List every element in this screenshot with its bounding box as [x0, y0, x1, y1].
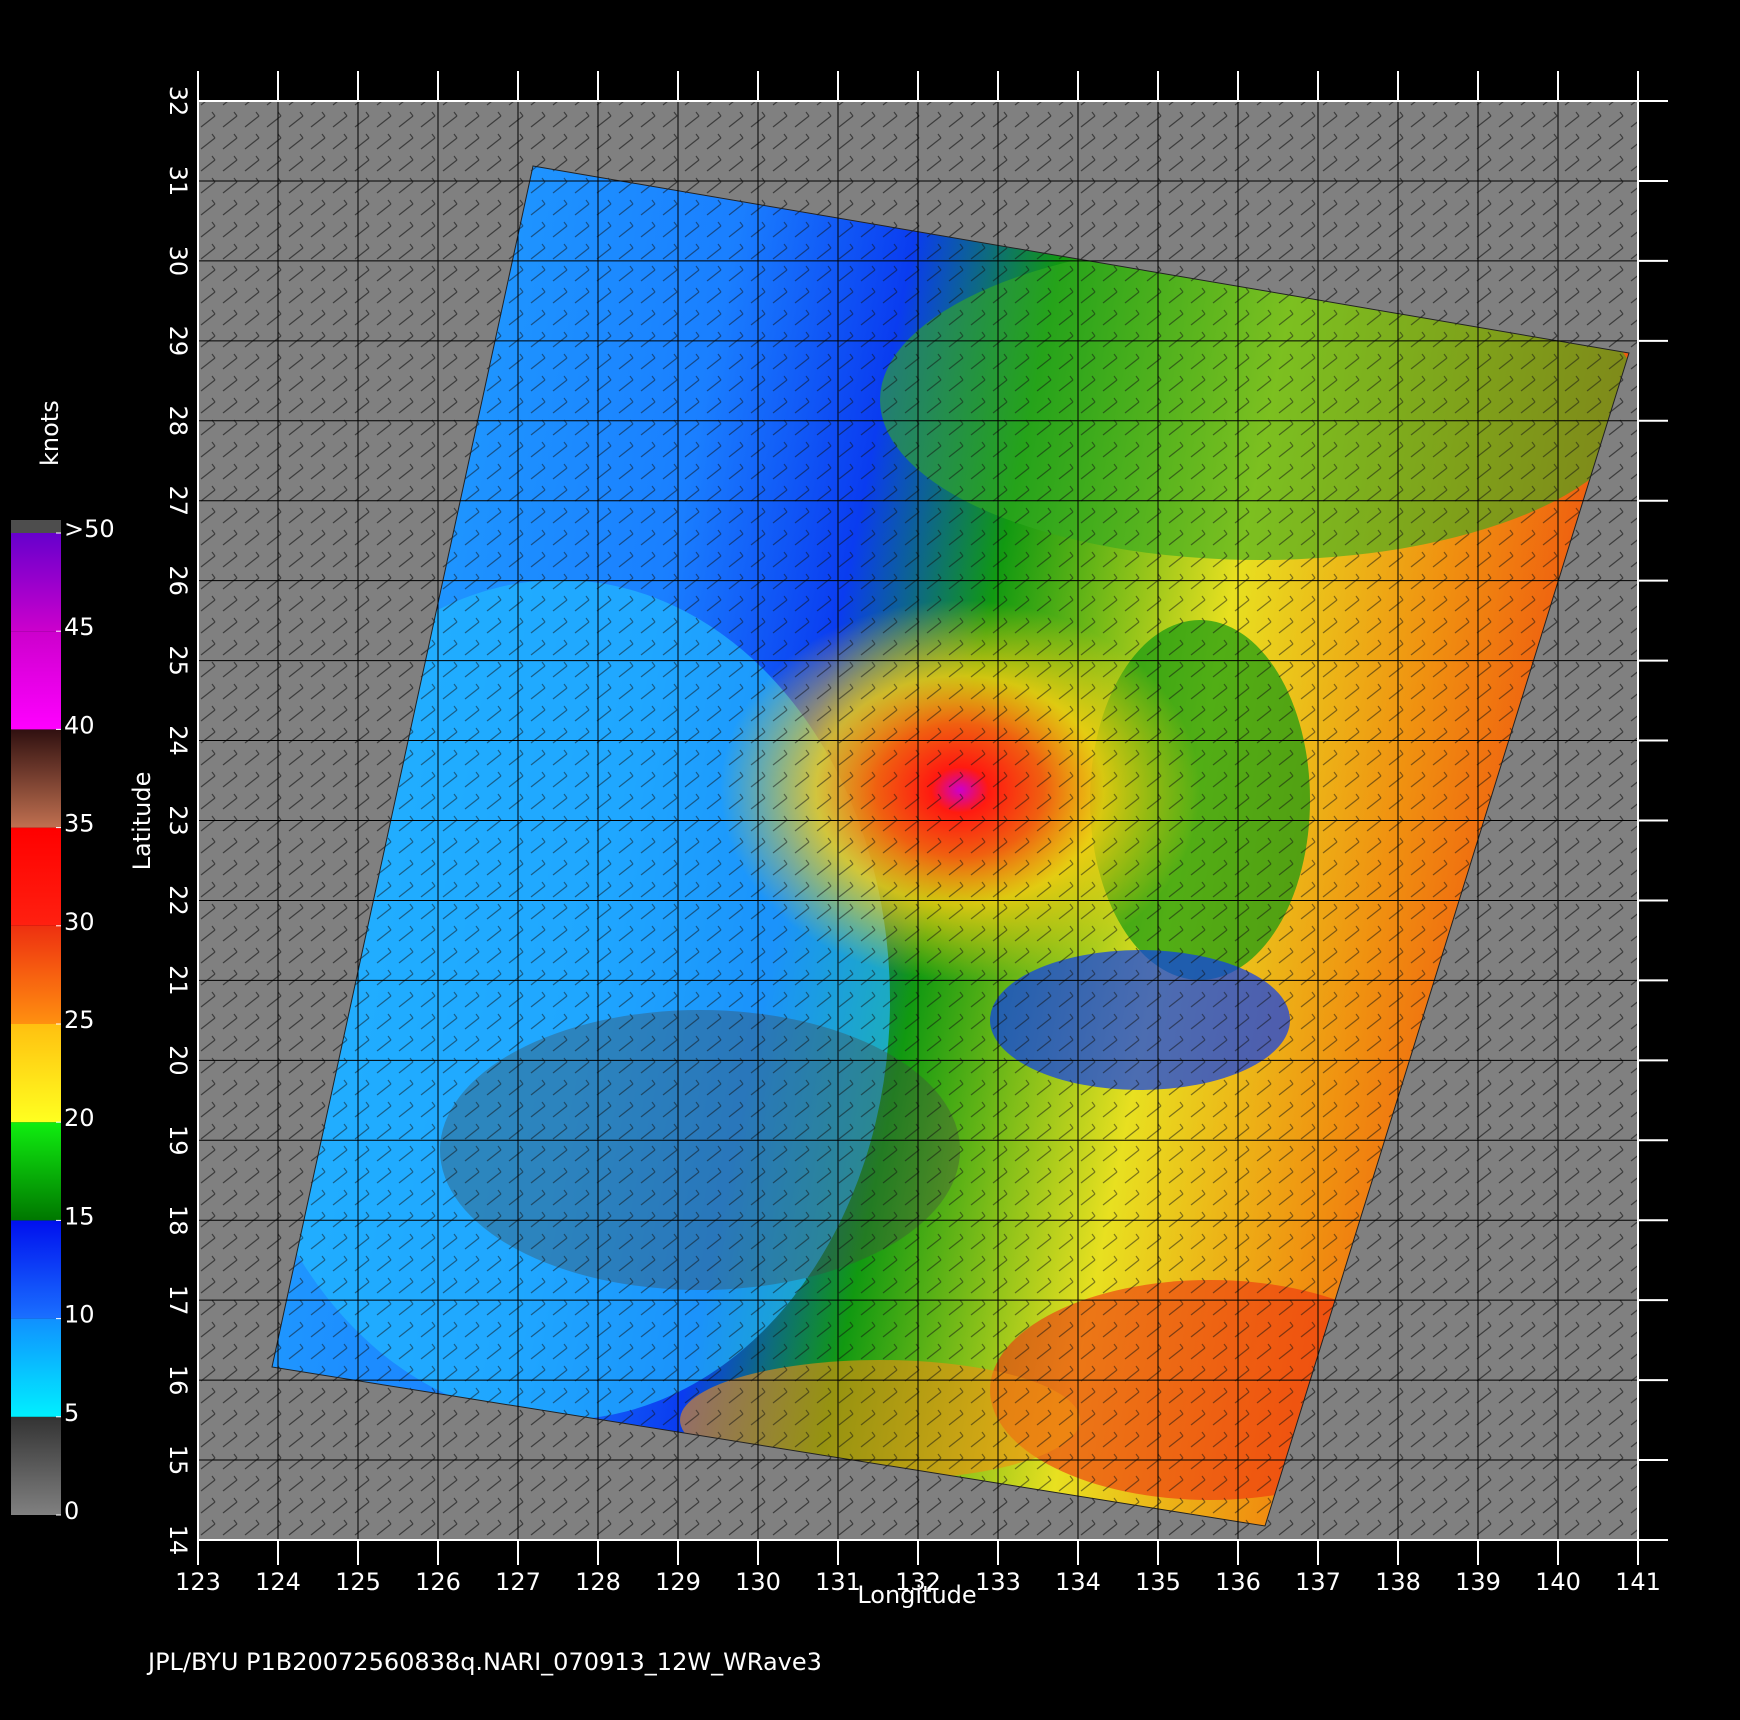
x-tick-label: 134 — [1055, 1568, 1101, 1596]
colorbar-tick-label: 30 — [64, 908, 95, 936]
x-tick-label: 132 — [895, 1568, 941, 1596]
y-axis-label: Latitude — [128, 772, 156, 871]
x-tick-label: 138 — [1375, 1568, 1421, 1596]
y-tick-label: 30 — [164, 246, 192, 277]
x-tick-label: 139 — [1455, 1568, 1501, 1596]
x-tick-label: 126 — [415, 1568, 461, 1596]
x-tick-label: 137 — [1295, 1568, 1341, 1596]
y-tick-label: 21 — [164, 965, 192, 996]
y-tick-label: 20 — [164, 1045, 192, 1076]
x-tick-label: 140 — [1535, 1568, 1581, 1596]
colorbar-segment — [11, 827, 61, 926]
y-tick-label: 18 — [164, 1205, 192, 1236]
swath — [272, 166, 1629, 1526]
colorbar-tick-label: >50 — [64, 515, 115, 543]
x-tick-label: 128 — [575, 1568, 621, 1596]
footer: JPL/BYU P1B20072560838q.NARI_070913_12W_… — [146, 1648, 822, 1676]
y-tick-label: 28 — [164, 406, 192, 437]
colorbar-tick-label: 25 — [64, 1006, 95, 1034]
colorbar-tick-label: 45 — [64, 613, 95, 641]
y-tick-label: 14 — [164, 1525, 192, 1556]
x-axis-label: Longitude — [857, 1581, 976, 1609]
y-tick-label: 19 — [164, 1125, 192, 1156]
colorbar-segment — [11, 1122, 61, 1221]
y-tick-label: 16 — [164, 1365, 192, 1396]
swath-edge — [271, 165, 1630, 1527]
y-tick-label: 23 — [164, 805, 192, 836]
x-tick-label: 127 — [495, 1568, 541, 1596]
y-tick-label: 25 — [164, 645, 192, 676]
colorbar-segment — [11, 729, 61, 828]
y-tick-label: 27 — [164, 485, 192, 516]
x-tick-label: 141 — [1615, 1568, 1661, 1596]
colorbar-tick-label: 0 — [64, 1497, 79, 1525]
colorbar-segment — [11, 533, 61, 632]
colorbar-tick-label: 15 — [64, 1202, 95, 1230]
x-tick-label: 125 — [335, 1568, 381, 1596]
x-tick-label: 136 — [1215, 1568, 1261, 1596]
y-tick-label: 29 — [164, 326, 192, 357]
colorbar-segment — [11, 631, 61, 730]
colorbar-tick-label: 5 — [64, 1399, 79, 1427]
y-tick-label: 31 — [164, 166, 192, 197]
colorbar-tick-label: 35 — [64, 810, 95, 838]
colorbar-top — [11, 520, 61, 534]
x-tick-label: 124 — [255, 1568, 301, 1596]
y-tick-label: 17 — [164, 1285, 192, 1316]
y-tick-label: 32 — [164, 86, 192, 117]
x-tick-label: 133 — [975, 1568, 1021, 1596]
x-tick-label: 131 — [815, 1568, 861, 1596]
colorbar-tick-label: 40 — [64, 711, 95, 739]
colorbar-segment — [11, 1318, 61, 1417]
y-tick-label: 15 — [164, 1445, 192, 1476]
colorbar-tick-label: 20 — [64, 1104, 95, 1132]
y-tick-label: 24 — [164, 725, 192, 756]
colorbar-segment — [11, 1024, 61, 1123]
y-tick-label: 22 — [164, 885, 192, 916]
colorbar-tick-label: 10 — [64, 1301, 95, 1329]
colorbar-segment — [11, 1416, 61, 1515]
colorbar-segment — [11, 925, 61, 1024]
x-tick-label: 123 — [175, 1568, 221, 1596]
colorbar-segment — [11, 1220, 61, 1319]
colorbar-label: knots — [36, 400, 64, 466]
x-tick-label: 129 — [655, 1568, 701, 1596]
y-tick-label: 26 — [164, 565, 192, 596]
x-tick-label: 135 — [1135, 1568, 1181, 1596]
plot-frame — [197, 100, 1639, 1541]
x-tick-label: 130 — [735, 1568, 781, 1596]
